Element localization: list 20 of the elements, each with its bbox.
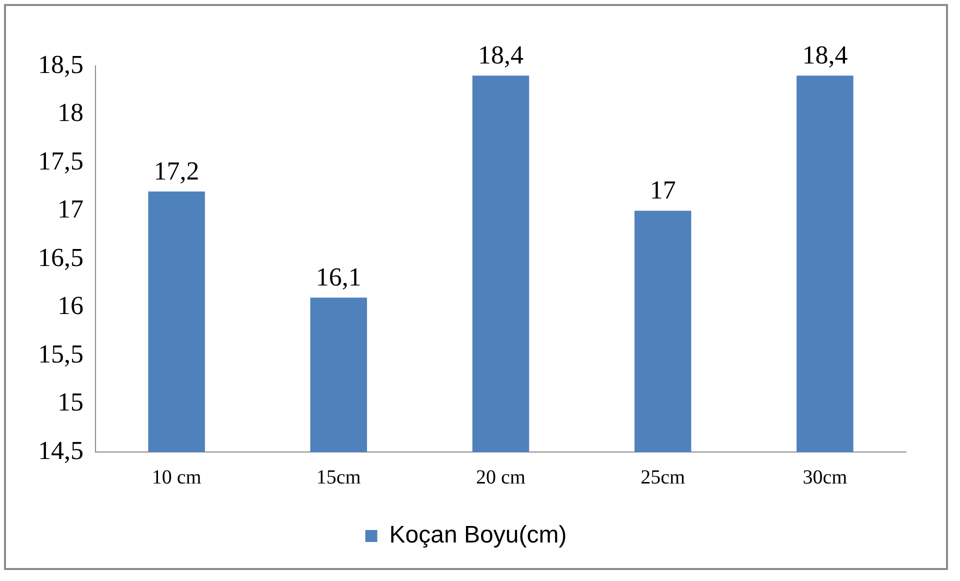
text: 17,2	[154, 156, 200, 186]
y-tick-label: 17	[58, 194, 84, 224]
legend-label: Koçan Boyu(cm)	[389, 522, 567, 549]
y-tick-label: 17,5	[38, 146, 84, 176]
x-tick-label: 20 cm	[476, 466, 526, 488]
y-tick-label: 18	[58, 98, 84, 128]
y-tick-label: 16,5	[38, 242, 84, 272]
y-tick-label: 15	[58, 388, 84, 417]
text: 18,4	[802, 40, 848, 70]
text: 17	[650, 176, 676, 205]
y-tick-label: 15,5	[38, 339, 84, 368]
x-tick-label: 30cm	[802, 466, 848, 488]
y-tick-label: 18,5	[38, 50, 84, 79]
x-tick-label: 15cm	[316, 466, 362, 488]
text: 16,1	[316, 262, 362, 292]
x-tick-label: 25cm	[640, 466, 686, 488]
x-tick-label: 10 cm	[152, 466, 202, 488]
y-tick-label: 16	[58, 291, 84, 320]
y-tick-label: 14,5	[38, 436, 84, 465]
text: 18,4	[478, 40, 524, 70]
